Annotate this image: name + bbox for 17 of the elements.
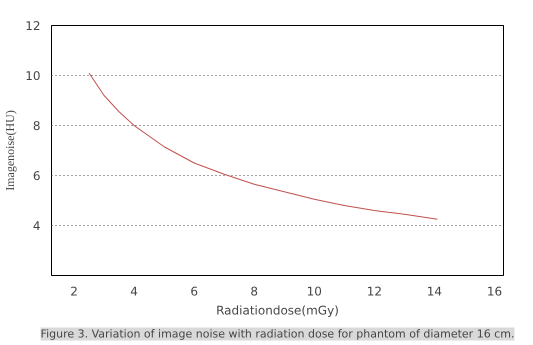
caption: Figure 3. Variation of image noise with radiation dose for phantom of diameter 16 cm. bbox=[40, 328, 514, 340]
x-tick-label: 2 bbox=[70, 284, 78, 298]
line-series bbox=[88, 72, 438, 220]
x-tick-label: 4 bbox=[130, 284, 138, 298]
x-tick-label: 10 bbox=[306, 284, 322, 298]
x-axis-title: Radiationdose(mGy) bbox=[216, 304, 339, 318]
x-tick-label: 14 bbox=[426, 284, 442, 298]
x-tick-label: 6 bbox=[190, 284, 198, 298]
x-tick-label: 16 bbox=[486, 284, 502, 298]
y-axis-title: Imagenoise(HU) bbox=[3, 110, 18, 191]
x-tick-label: 8 bbox=[250, 284, 258, 298]
x-tick-label: 12 bbox=[366, 284, 382, 298]
y-tick-label: 8 bbox=[32, 119, 41, 133]
y-tick-label: 10 bbox=[25, 69, 41, 83]
y-tick-label: 12 bbox=[25, 19, 41, 33]
y-tick-label: 6 bbox=[32, 169, 41, 183]
y-tick-label: 4 bbox=[32, 219, 41, 233]
